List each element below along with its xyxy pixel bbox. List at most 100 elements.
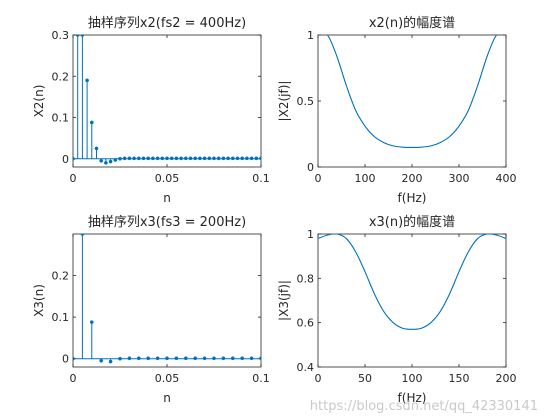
stem-marker [216,156,221,161]
y-tick-label: 0 [62,353,69,366]
stem-marker [99,358,104,363]
stem-marker [104,161,108,165]
stem-marker [249,356,254,361]
stem-marker [249,156,254,161]
stem-marker [240,356,245,361]
x-tick-label: 100 [355,172,376,185]
stem-marker [240,156,245,161]
subplot-4: 0 50 100 150 200 0.4 0.6 0.8 1 x3(n)的幅度谱 f(Hz) |X3(… [277,214,517,405]
stem-marker [183,156,188,161]
stem-marker [127,356,132,361]
y-tick-label: 1 [307,29,314,42]
stem-marker [146,156,151,161]
stem-marker [259,356,261,361]
x-tick-label: 50 [358,372,372,385]
stem-marker [160,156,165,161]
axes-box [317,233,507,368]
x-tick-label: 100 [402,372,423,385]
stem-marker [146,356,151,361]
x-axis-label: f(Hz) [398,191,427,205]
y-tick-label: 0.2 [52,270,70,283]
plot-area [73,234,261,364]
stem-marker [136,156,141,161]
axes-box [72,233,262,368]
stem-marker [122,156,127,161]
stem-marker [94,146,99,151]
stem-marker [174,156,179,161]
stem-marker [183,356,188,361]
x-tick-label: 0 [315,372,322,385]
x-axis-label: n [163,191,171,205]
y-tick-label: 0 [307,161,314,174]
x-tick-label: 200 [496,372,517,385]
stem-marker [221,156,226,161]
chart-title: x3(n)的幅度谱 [369,214,455,230]
stem-marker [202,356,207,361]
stem-marker [118,156,122,161]
subplot-3: 0 0.05 0.1 0 0.1 0.2 抽样序列x3(fs3 = 200Hz) n X3(n) [32,215,270,405]
y-tick-label: 0.8 [297,272,315,285]
stem-marker [212,356,216,361]
stem-marker [169,156,174,161]
plot-area [318,35,506,149]
y-tick-label: 0.4 [297,361,315,374]
stem-marker [141,156,146,161]
plot-area [73,35,261,165]
stem-marker [254,156,259,161]
stem-marker [80,35,85,37]
chart-title: x2(n)的幅度谱 [369,15,455,31]
stem-marker [165,156,169,161]
stem-marker [89,120,94,125]
stem-marker [127,156,132,161]
stem-marker [73,356,75,361]
y-tick-label: 0.6 [297,317,315,330]
stem-marker [221,356,226,361]
series-line [318,234,506,330]
stem-marker [179,156,183,161]
stem-marker [155,356,160,361]
stem-marker [108,359,113,364]
stem-marker [113,158,118,162]
y-axis-label: X2(n) [32,85,46,118]
x-tick-label: 0 [315,172,322,185]
x-axis-label: n [163,391,171,405]
y-tick-label: 0.1 [52,112,70,125]
x-tick-label: 200 [402,172,423,185]
chart-title: 抽样序列x2(fs2 = 400Hz) [88,16,246,31]
stem-marker [118,356,122,361]
stem-marker [226,156,230,161]
stem-marker [259,156,261,161]
series-line [318,35,506,149]
y-tick-label: 0 [62,153,69,166]
stem-marker [85,78,89,83]
stem-marker [235,156,240,161]
x-tick-label: 0.05 [155,372,180,385]
x-tick-label: 0 [70,172,77,185]
stem-marker [193,156,198,161]
x-tick-label: 0.1 [252,372,270,385]
stem-marker [207,156,212,161]
stem-marker [202,156,207,161]
y-axis-label: |X3(jf)| [277,280,291,321]
stem-marker [245,156,249,161]
x-tick-label: 400 [496,172,517,185]
axes-box [72,34,262,168]
stem-marker [193,356,198,361]
stem-marker [188,156,193,161]
watermark: https://blog.csdn.net/qq_42330141 [309,399,538,414]
y-tick-label: 0.5 [297,95,315,108]
stem-marker [108,159,113,164]
y-tick-label: 0.3 [52,29,70,42]
y-tick-label: 0.2 [52,70,70,83]
y-tick-label: 0.1 [52,311,70,324]
stem-marker [73,156,75,161]
x-axis-label: f(Hz) [398,391,427,405]
stem-marker [151,156,155,161]
y-axis-label: |X2(jf)| [277,81,291,122]
x-tick-label: 300 [449,172,470,185]
stem-marker [75,35,80,37]
stem-marker [174,356,179,361]
stem-marker [230,356,235,361]
stem-marker [89,320,94,324]
